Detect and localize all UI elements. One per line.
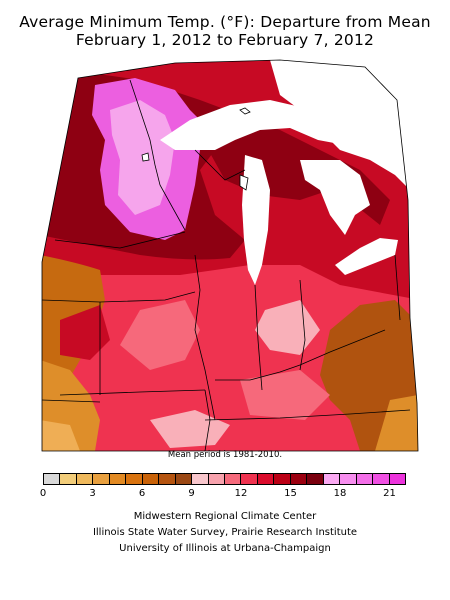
border-ky-tn <box>204 409 411 421</box>
legend-swatch <box>274 474 291 484</box>
mid-red-blob-illinois <box>120 300 200 370</box>
maroon-michigan-upper <box>200 125 330 200</box>
lake-superior <box>160 100 345 150</box>
orange-light-corner <box>42 420 80 451</box>
legend-swatch <box>126 474 143 484</box>
lake-michigan <box>242 155 270 285</box>
great-lakes <box>160 60 420 285</box>
credit-line-1: Midwestern Regional Climate Center <box>133 511 317 522</box>
legend-swatch <box>224 474 242 484</box>
legend-swatch <box>241 474 258 484</box>
border-ks-ne <box>41 299 101 303</box>
legend-swatch <box>257 474 275 484</box>
legend-tick-label: 15 <box>284 488 297 499</box>
legend-swatch <box>323 474 341 484</box>
border-il-in <box>254 284 263 391</box>
legend-swatch <box>373 474 390 484</box>
border-mn-wi <box>129 79 186 231</box>
credit-line-3: University of Illinois at Urbana-Champai… <box>119 543 331 554</box>
legend-swatch <box>356 474 374 484</box>
legend-swatch <box>389 474 406 484</box>
border-ohio-river <box>215 329 386 381</box>
legend-tick-label: 12 <box>234 488 248 499</box>
orange-southeast-corner <box>375 395 418 451</box>
border-wi-mi-up <box>194 149 246 181</box>
legend-tick-label: 6 <box>138 488 146 499</box>
border-in-oh <box>299 279 306 371</box>
credit-line-2: Illinois State Water Survey, Prairie Res… <box>92 527 358 538</box>
color-legend <box>43 473 406 485</box>
legend-tick-label: 9 <box>188 488 195 499</box>
legend-tick-label: 0 <box>39 488 47 499</box>
border-mississippi-south <box>204 389 211 452</box>
state-boundaries <box>41 59 419 452</box>
legend-swatch <box>307 474 324 484</box>
border-illinois <box>194 254 216 421</box>
map-title-line2: February 1, 2012 to February 7, 2012 <box>75 31 375 49</box>
legend-tick-label: 3 <box>89 488 96 499</box>
small-lake-island <box>141 152 150 162</box>
pink-red-blob-indiana <box>255 300 320 355</box>
mean-period-note: Mean period is 1981-2010. <box>167 450 283 460</box>
legend-swatch <box>44 474 61 484</box>
legend-swatch <box>60 474 77 484</box>
border-ia-north <box>54 231 186 249</box>
legend-swatch <box>208 474 225 484</box>
border-ok <box>41 399 101 403</box>
legend-swatch <box>142 474 160 484</box>
map-outline <box>41 59 419 452</box>
canada-region <box>270 60 420 200</box>
legend-swatch <box>76 474 94 484</box>
legend-swatch <box>175 474 193 484</box>
legend-swatch <box>159 474 176 484</box>
legend-tick-label: 18 <box>333 488 347 499</box>
legend-swatch <box>192 474 209 484</box>
border-oh-pa <box>394 254 401 321</box>
legend-swatch <box>109 474 127 484</box>
map-title-line1: Average Minimum Temp. (°F): Departure fr… <box>19 13 431 31</box>
legend-tick-label: 21 <box>383 488 396 499</box>
lake-erie <box>335 238 398 275</box>
legend-swatch <box>93 474 110 484</box>
door-peninsula <box>239 174 249 191</box>
legend-swatch <box>340 474 357 484</box>
lake-huron <box>300 160 370 235</box>
red-dark-blob-kansas <box>60 305 110 360</box>
island-outlines <box>141 107 251 191</box>
isle-royale <box>239 107 251 115</box>
legend-tick-labels: 0 3 6 9 12 15 18 21 <box>0 488 450 502</box>
border-mo-ar <box>59 389 206 396</box>
border-ia-mo <box>99 291 196 303</box>
mid-red-blob-kentucky <box>240 370 330 420</box>
legend-swatch <box>290 474 308 484</box>
